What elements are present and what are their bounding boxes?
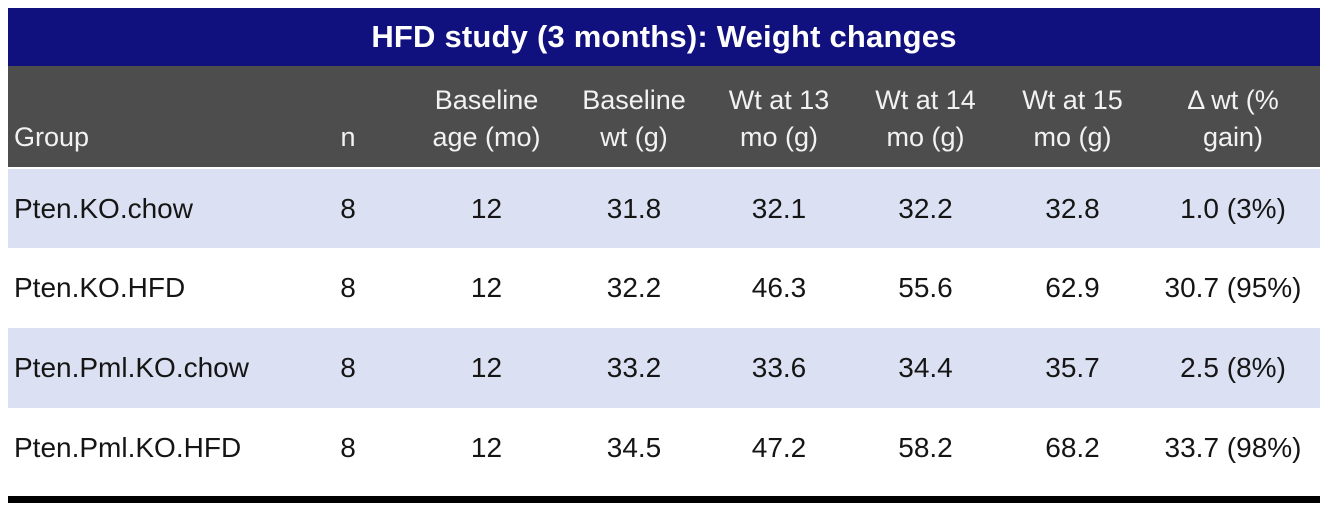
cell-wt-15mo: 32.8: [1045, 192, 1100, 224]
table-row: Pten.Pml.KO.chow 8 12 33.2 33.6 34.4 35.…: [8, 328, 1320, 408]
weight-changes-table: Group n Baseline age (mo) Baseline wt (g…: [8, 66, 1320, 488]
cell-wt-15mo: 68.2: [1045, 432, 1100, 463]
column-header-delta-wt: Δ wt (% gain): [1146, 66, 1320, 169]
cell-group: Pten.Pml.KO.HFD: [14, 432, 242, 463]
column-header-n: n: [285, 66, 411, 169]
table-row: Pten.Pml.KO.HFD 8 12 34.5 47.2 58.2 68.2…: [8, 408, 1320, 488]
cell-wt-14mo: 58.2: [898, 432, 953, 463]
table-row: Pten.KO.chow 8 12 31.8 32.1 32.2 32.8 1.…: [8, 168, 1320, 248]
cell-wt-13mo: 33.6: [751, 352, 807, 383]
cell-wt-14mo: 55.6: [898, 272, 953, 303]
table-row: Pten.KO.HFD 8 12 32.2 46.3 55.6 62.9 30.…: [8, 248, 1320, 328]
column-header-baseline-age: Baseline age (mo): [411, 66, 562, 169]
cell-wt-14mo: 32.2: [898, 192, 953, 224]
cell-baseline-age: 12: [470, 192, 503, 224]
cell-n: 8: [340, 272, 356, 303]
cell-wt-15mo: 62.9: [1045, 272, 1100, 303]
cell-delta-wt: 33.7 (98%): [1164, 432, 1302, 463]
column-header-baseline-wt: Baseline wt (g): [562, 66, 706, 169]
column-header-wt-14mo: Wt at 14 mo (g): [852, 66, 999, 169]
cell-delta-wt: 30.7 (95%): [1164, 272, 1302, 303]
column-header-wt-15mo: Wt at 15 mo (g): [999, 66, 1146, 169]
cell-group: Pten.Pml.KO.chow: [14, 352, 249, 383]
cell-wt-13mo: 32.1: [751, 192, 807, 224]
cell-n: 8: [340, 352, 356, 383]
header-row: Group n Baseline age (mo) Baseline wt (g…: [8, 66, 1320, 169]
cell-n: 8: [340, 192, 356, 224]
column-header-group: Group: [8, 66, 285, 169]
cell-wt-15mo: 35.7: [1045, 352, 1100, 383]
table-title-bar: HFD study (3 months): Weight changes: [8, 8, 1320, 66]
cell-delta-wt: 2.5 (8%): [1180, 352, 1286, 383]
cell-baseline-wt: 34.5: [606, 432, 662, 463]
cell-baseline-wt: 31.8: [606, 192, 662, 224]
cell-wt-13mo: 47.2: [751, 432, 807, 463]
cell-baseline-wt: 32.2: [606, 272, 662, 303]
cell-delta-wt: 1.0 (3%): [1180, 192, 1286, 224]
cell-baseline-age: 12: [470, 352, 503, 383]
cell-wt-13mo: 46.3: [751, 272, 807, 303]
weight-table-figure: HFD study (3 months): Weight changes Gro…: [8, 8, 1320, 503]
cell-baseline-wt: 33.2: [606, 352, 662, 383]
cell-baseline-age: 12: [470, 432, 503, 463]
cell-wt-14mo: 34.4: [898, 352, 953, 383]
cell-group: Pten.KO.chow: [14, 192, 193, 224]
column-header-wt-13mo: Wt at 13 mo (g): [706, 66, 852, 169]
table-bottom-rule: [8, 496, 1320, 503]
cell-n: 8: [340, 432, 356, 463]
cell-group: Pten.KO.HFD: [14, 272, 186, 303]
table-title: HFD study (3 months): Weight changes: [371, 19, 957, 54]
cell-baseline-age: 12: [470, 272, 503, 303]
